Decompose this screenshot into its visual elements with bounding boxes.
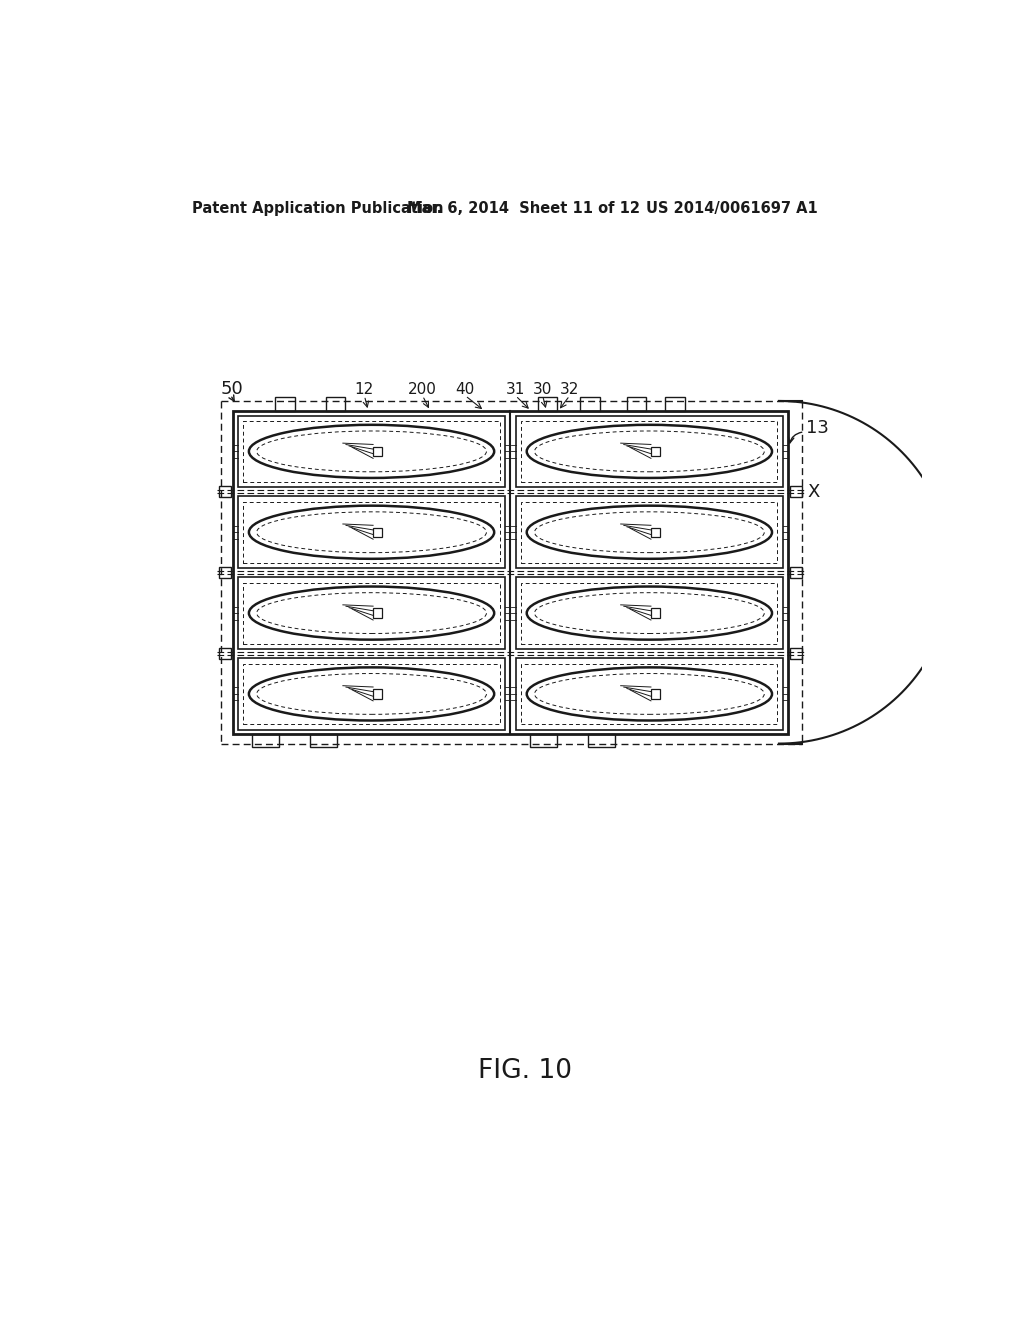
- Bar: [326, 397, 345, 411]
- Bar: [238, 416, 505, 487]
- Text: 50: 50: [221, 380, 244, 399]
- Text: US 2014/0061697 A1: US 2014/0061697 A1: [646, 201, 817, 216]
- Bar: [373, 528, 382, 537]
- Bar: [232, 411, 788, 734]
- Bar: [538, 397, 557, 411]
- Bar: [516, 496, 783, 568]
- Text: Patent Application Publication: Patent Application Publication: [191, 201, 443, 216]
- Bar: [651, 528, 660, 537]
- Bar: [275, 397, 295, 411]
- Bar: [521, 502, 777, 562]
- Bar: [252, 734, 280, 747]
- Bar: [244, 664, 500, 725]
- Bar: [627, 397, 646, 411]
- Bar: [219, 568, 231, 578]
- Bar: [516, 659, 783, 730]
- Bar: [790, 648, 802, 659]
- Bar: [651, 609, 660, 618]
- Bar: [373, 689, 382, 698]
- Bar: [529, 734, 557, 747]
- Bar: [219, 648, 231, 659]
- Bar: [373, 446, 382, 455]
- Bar: [790, 487, 802, 498]
- Bar: [790, 568, 802, 578]
- Bar: [238, 577, 505, 649]
- Text: FIG. 10: FIG. 10: [478, 1057, 571, 1084]
- Bar: [521, 582, 777, 644]
- Text: 12: 12: [354, 381, 374, 397]
- Bar: [581, 397, 600, 411]
- Bar: [310, 734, 337, 747]
- Bar: [219, 487, 231, 498]
- Text: 200: 200: [408, 381, 437, 397]
- Bar: [373, 609, 382, 618]
- Bar: [521, 421, 777, 482]
- Text: 40: 40: [456, 381, 475, 397]
- Bar: [651, 446, 660, 455]
- Bar: [516, 416, 783, 487]
- Text: 30: 30: [532, 381, 552, 397]
- Bar: [666, 397, 685, 411]
- Text: X: X: [808, 483, 820, 500]
- Bar: [651, 689, 660, 698]
- Bar: [588, 734, 615, 747]
- Text: 13: 13: [806, 418, 829, 437]
- Bar: [516, 577, 783, 649]
- Text: 31: 31: [506, 381, 525, 397]
- Text: Mar. 6, 2014  Sheet 11 of 12: Mar. 6, 2014 Sheet 11 of 12: [407, 201, 640, 216]
- Bar: [521, 664, 777, 725]
- Text: 32: 32: [560, 381, 580, 397]
- Bar: [244, 502, 500, 562]
- Bar: [238, 496, 505, 568]
- Bar: [244, 582, 500, 644]
- Bar: [244, 421, 500, 482]
- Bar: [238, 659, 505, 730]
